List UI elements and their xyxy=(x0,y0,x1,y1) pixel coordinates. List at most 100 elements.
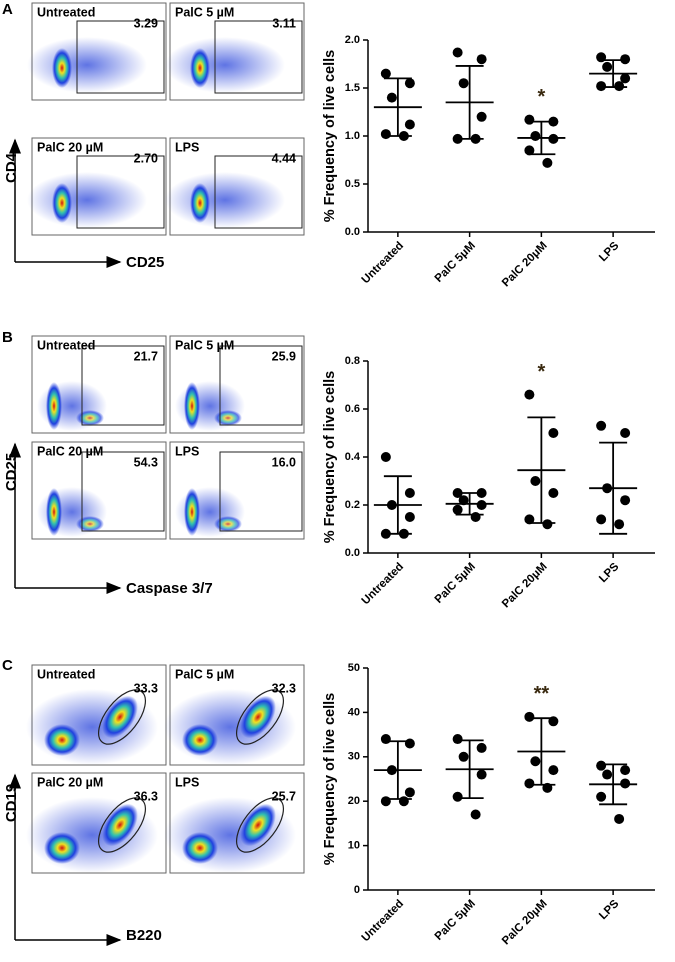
scatter-cloud xyxy=(27,172,147,228)
density-core xyxy=(240,803,276,847)
plot-label: LPS xyxy=(175,140,199,154)
y-axis-label: CD25 xyxy=(3,453,20,491)
flow-plot: LPS 25.7 xyxy=(164,772,305,874)
data-point xyxy=(524,514,535,525)
data-point xyxy=(458,495,469,506)
panel-letter: B xyxy=(2,329,13,346)
scatter-cloud xyxy=(165,172,285,228)
plot-label: PalC 5 µM xyxy=(175,5,234,19)
data-point xyxy=(404,488,415,498)
data-point xyxy=(476,769,487,780)
data-point xyxy=(380,734,391,745)
x-tick-label: PalC 20μM xyxy=(500,898,550,948)
gate-value: 3.11 xyxy=(272,16,296,30)
gate-value: 4.44 xyxy=(272,151,296,165)
flow-plot: PalC 20 µM 2.70 xyxy=(27,137,167,236)
plot-label: LPS xyxy=(175,775,199,789)
y-tick-label: 10 xyxy=(348,840,360,852)
y-axis-label: CD4 xyxy=(3,152,20,183)
gate-value: 21.7 xyxy=(134,349,158,363)
plot-label: Untreated xyxy=(37,338,95,352)
data-point xyxy=(596,81,607,92)
x-axis-label: Caspase 3/7 xyxy=(126,580,213,597)
data-point xyxy=(524,389,535,400)
gate xyxy=(76,20,165,94)
data-point xyxy=(602,61,613,72)
y-axis-label: CD19 xyxy=(3,784,20,822)
data-point xyxy=(542,519,553,530)
gate xyxy=(214,20,303,94)
data-point xyxy=(548,428,559,438)
y-axis-label: % Frequency of live cells xyxy=(322,371,338,543)
data-point xyxy=(452,791,463,802)
panel-letter: A xyxy=(2,1,13,18)
x-tick-label: PalC 5μM xyxy=(433,898,478,943)
data-point xyxy=(398,796,409,807)
plot-label: Untreated xyxy=(37,667,95,681)
data-point xyxy=(452,504,463,515)
density-core xyxy=(240,695,276,739)
data-point xyxy=(596,791,607,802)
flow-plot: PalC 5 µM 32.3 xyxy=(164,664,305,766)
data-point xyxy=(620,428,631,438)
gate-value: 54.3 xyxy=(134,455,158,469)
y-tick-label: 1.0 xyxy=(345,130,360,142)
data-point xyxy=(476,111,487,122)
gate xyxy=(81,451,165,532)
density-core xyxy=(46,488,62,536)
data-point xyxy=(524,778,535,789)
x-tick-label: PalC 20μM xyxy=(500,240,550,290)
data-point xyxy=(470,512,481,522)
data-point xyxy=(380,68,391,79)
plot-label: PalC 5 µM xyxy=(175,667,234,681)
plot-label: PalC 20 µM xyxy=(37,140,103,154)
density-core xyxy=(182,724,218,756)
data-point xyxy=(530,756,541,767)
density-core xyxy=(76,516,104,532)
plot-label: PalC 20 µM xyxy=(37,444,103,458)
gate xyxy=(76,155,165,229)
data-point xyxy=(476,500,487,510)
gate xyxy=(214,155,303,229)
gate-value: 25.7 xyxy=(272,789,296,803)
gate xyxy=(219,451,303,532)
y-tick-label: 0.8 xyxy=(345,355,360,367)
density-core xyxy=(76,410,104,426)
flow-plot: Untreated 3.29 xyxy=(27,2,167,101)
y-tick-label: 0.2 xyxy=(345,499,360,511)
data-point xyxy=(530,476,541,486)
y-tick-label: 50 xyxy=(348,662,360,674)
x-tick-label: LPS xyxy=(597,898,622,923)
density-core xyxy=(52,183,72,223)
x-tick-label: PalC 5μM xyxy=(433,240,478,285)
flow-plot: LPS 4.44 xyxy=(165,137,305,236)
data-point xyxy=(380,452,391,462)
scatter-cloud xyxy=(164,689,296,765)
gate xyxy=(219,345,303,426)
data-point xyxy=(386,92,397,103)
plot-label: PalC 20 µM xyxy=(37,775,103,789)
scatter-cloud xyxy=(26,689,158,765)
y-tick-label: 0.5 xyxy=(345,178,360,190)
data-point xyxy=(524,711,535,722)
data-point xyxy=(458,78,469,89)
data-point xyxy=(620,495,631,506)
y-axis-label: % Frequency of live cells xyxy=(322,50,338,222)
data-point xyxy=(614,519,625,530)
scatter-cloud xyxy=(27,37,147,93)
x-tick-label: Untreated xyxy=(360,240,406,286)
data-point xyxy=(380,796,391,807)
y-tick-label: 0 xyxy=(354,884,360,896)
density-core xyxy=(184,382,200,430)
data-point xyxy=(452,47,463,58)
density-core xyxy=(184,488,200,536)
data-point xyxy=(620,73,631,84)
y-axis-label: % Frequency of live cells xyxy=(322,693,338,865)
data-point xyxy=(404,512,415,522)
significance-annotation: * xyxy=(537,86,545,108)
gate-value: 25.9 xyxy=(272,349,296,363)
gate xyxy=(98,797,146,853)
significance-annotation: * xyxy=(537,361,545,383)
data-point xyxy=(404,78,415,89)
